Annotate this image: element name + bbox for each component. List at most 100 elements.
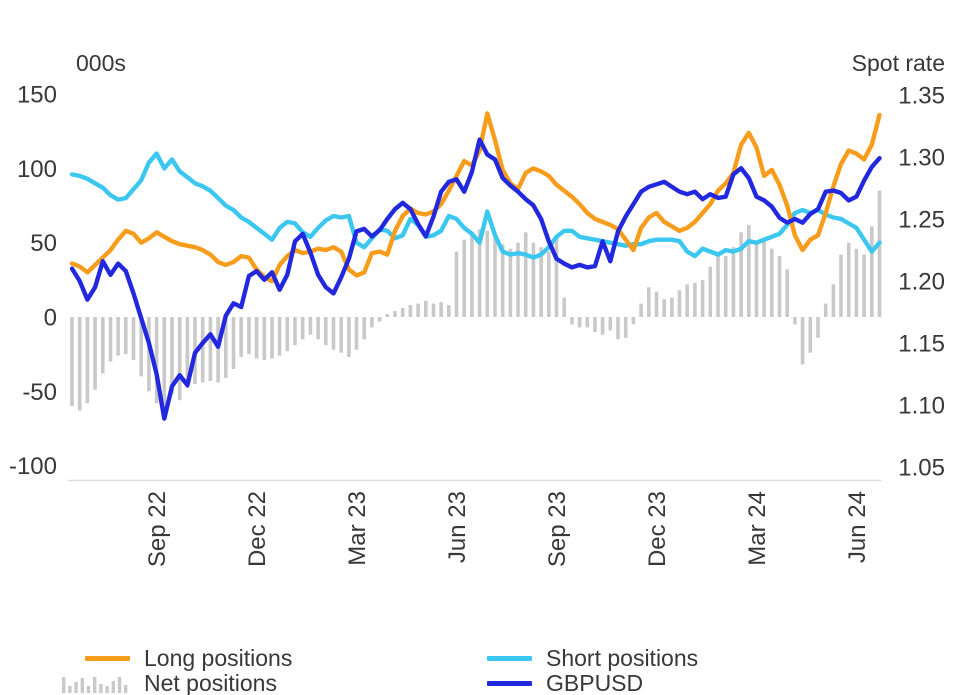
net-swatch-bar <box>99 683 103 693</box>
net-bar <box>454 251 459 317</box>
net-bar <box>277 317 282 356</box>
net-bar <box>762 238 766 317</box>
legend-item-net: Net positions <box>62 670 464 695</box>
left-axis-tick-label: -50 <box>22 379 57 406</box>
net-swatch-bar <box>124 684 128 693</box>
net-bar <box>739 232 743 317</box>
net-bar <box>224 317 228 378</box>
net-bar <box>616 317 620 340</box>
net-bar <box>270 317 274 359</box>
net-bar <box>170 317 174 395</box>
net-bar <box>293 317 297 346</box>
net-bar <box>370 317 374 328</box>
net-bar <box>200 317 205 383</box>
net-swatch-bar <box>74 681 78 693</box>
net-bar <box>254 317 259 359</box>
net-bar <box>570 317 574 325</box>
net-bar <box>623 317 628 338</box>
net-bar <box>339 317 343 353</box>
x-axis-tick-label: Mar 24 <box>744 491 771 566</box>
net-bar <box>685 284 689 317</box>
net-bar <box>639 303 643 317</box>
net-bar <box>231 317 236 369</box>
net-bar <box>416 303 420 317</box>
legend-label-net: Net positions <box>144 670 277 695</box>
net-bar <box>716 251 720 317</box>
net-bar <box>808 317 813 353</box>
net-bar <box>408 305 413 317</box>
right-axis-title: Spot rate <box>851 50 945 76</box>
right-axis-tick-label: 1.10 <box>898 393 945 420</box>
chart-legend: Long positions Short positions Net posit… <box>62 645 922 695</box>
net-bar <box>747 224 751 317</box>
net-bar <box>70 317 74 407</box>
x-axis-tick-label: Sep 22 <box>144 491 171 567</box>
left-axis-title: 000s <box>76 50 126 76</box>
net-bar <box>177 317 182 401</box>
net-bar <box>93 317 97 390</box>
legend-item-short: Short positions <box>464 645 922 671</box>
net-bar <box>331 317 336 350</box>
net-bar <box>208 317 213 381</box>
net-bar <box>508 248 513 317</box>
net-swatch-bar <box>68 685 72 693</box>
right-axis-tick-label: 1.15 <box>898 331 945 358</box>
right-axis-tick-label: 1.30 <box>898 145 945 172</box>
left-axis-tick-label: 100 <box>17 156 57 183</box>
right-axis-tick-label: 1.05 <box>898 455 945 482</box>
net-bar <box>116 317 120 356</box>
net-bar <box>585 317 590 328</box>
net-bar <box>347 317 351 358</box>
x-axis-tick-label: Dec 23 <box>644 491 671 567</box>
net-bar <box>554 238 559 317</box>
left-axis-tick-label: 0 <box>44 305 57 332</box>
net-bar <box>362 317 366 340</box>
x-axis-tick-label: Jun 24 <box>844 491 871 563</box>
long-swatch-box <box>62 648 130 670</box>
net-bar <box>662 299 666 317</box>
net-bar <box>447 305 451 317</box>
left-axis-tick-label: -100 <box>9 453 57 480</box>
net-bar <box>162 317 167 416</box>
net-bar <box>862 254 866 317</box>
net-bar <box>470 232 474 317</box>
net-bar <box>854 248 859 317</box>
net-bar <box>77 317 82 411</box>
right-axis-tick-labels: 1.35 1.30 1.25 1.20 1.15 1.10 1.05 <box>898 83 945 482</box>
net-swatch-bar <box>93 676 97 693</box>
net-bar <box>562 297 566 317</box>
net-bar <box>124 317 128 355</box>
legend-label-long: Long positions <box>144 645 293 671</box>
legend-label-short: Short positions <box>546 645 699 671</box>
net-bar <box>154 317 159 404</box>
short-positions-line <box>69 151 882 260</box>
net-swatch-bar <box>111 680 115 693</box>
net-swatch-box <box>62 673 130 695</box>
legend-item-gbpusd: GBPUSD <box>464 670 922 695</box>
net-bar <box>85 317 90 404</box>
net-bar <box>577 317 582 328</box>
net-bar <box>870 226 874 317</box>
net-bar <box>823 303 828 317</box>
net-bar <box>431 303 436 317</box>
net-bar <box>770 248 774 317</box>
net-bar <box>131 317 136 361</box>
net-bar <box>300 317 305 340</box>
short-swatch-box <box>464 648 532 670</box>
left-axis-tick-labels: 150 100 50 0 -50 -100 <box>9 82 57 481</box>
x-axis-tick-label: Sep 23 <box>544 491 571 567</box>
left-axis-tick-label: 50 <box>30 230 57 257</box>
net-bar <box>631 317 636 325</box>
net-bar <box>108 317 113 362</box>
net-bar <box>139 317 143 377</box>
net-bar <box>285 317 290 352</box>
net-bar <box>101 317 105 374</box>
long-line-swatch-icon <box>85 656 130 661</box>
net-bar <box>316 317 320 340</box>
left-axis-tick-label: 150 <box>17 82 57 109</box>
net-bar <box>654 291 659 317</box>
net-bar <box>593 317 597 332</box>
gbpusd-line-swatch-icon <box>487 681 532 686</box>
net-bars-swatch-icon <box>62 676 128 693</box>
